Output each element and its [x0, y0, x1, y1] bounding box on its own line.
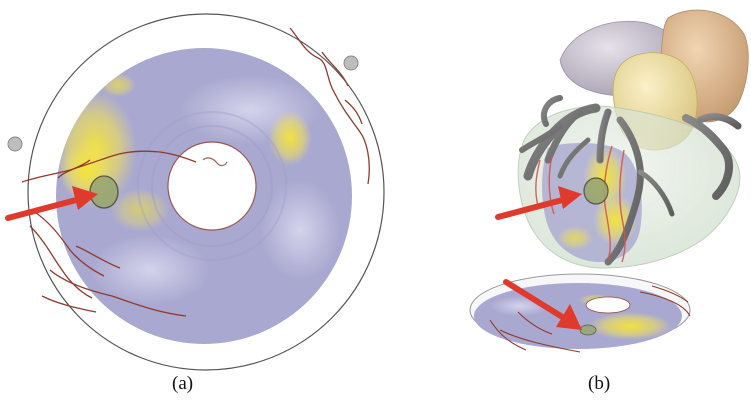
- caption-b: (b): [588, 373, 611, 394]
- outer-ring: [27, 13, 385, 371]
- caption-a: (a): [172, 373, 194, 394]
- heart-model: [495, 9, 749, 269]
- inner-hole-edge: [167, 141, 257, 231]
- panel-a: [5, 13, 385, 371]
- flat-bullseye-b: [469, 273, 691, 353]
- coronary-vessels-flat: [489, 285, 691, 353]
- lesion-marker-a: [89, 175, 119, 209]
- panel-b: [469, 9, 749, 353]
- lesion-marker-flat: [579, 324, 597, 336]
- marker-dot-right: [343, 55, 359, 71]
- coronary-vessels-a: [21, 27, 370, 317]
- flat-hole-b: [585, 296, 631, 314]
- pointer-arrow-b-top: [495, 186, 582, 220]
- marker-dot-left: [7, 136, 23, 152]
- coronary-vessels-b: [535, 145, 626, 263]
- pointer-arrow-a: [5, 186, 98, 221]
- vessel-tree: [519, 95, 742, 266]
- pointer-arrow-b-bottom: [503, 279, 582, 330]
- lesion-marker-b: [583, 177, 609, 205]
